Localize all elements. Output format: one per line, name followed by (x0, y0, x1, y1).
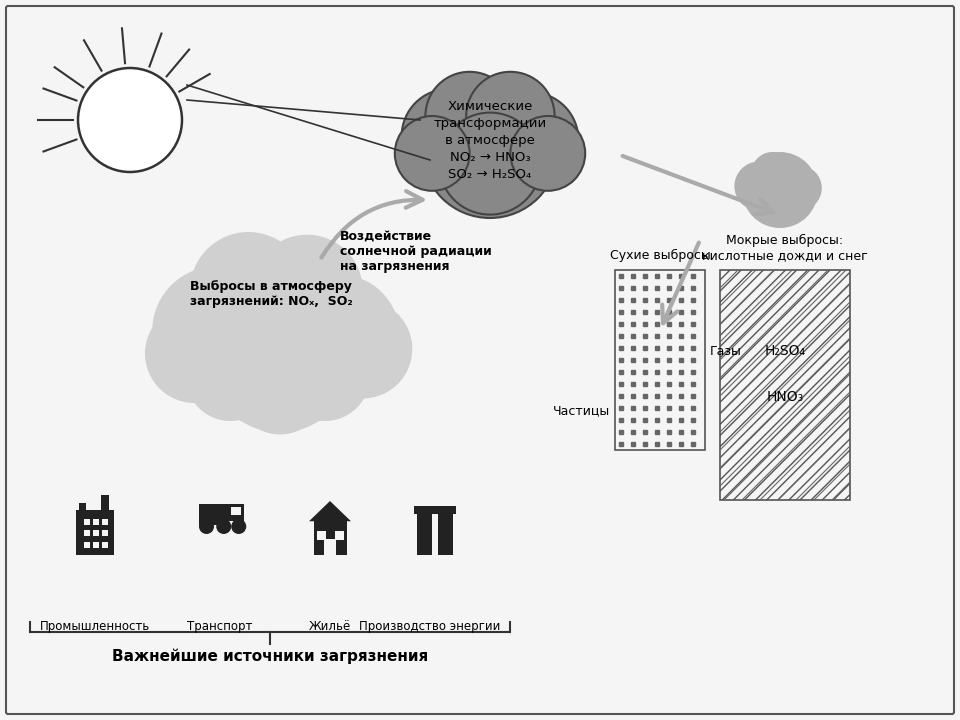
Bar (102, 541, 108, 547)
Bar (101, 495, 108, 518)
Circle shape (422, 82, 558, 218)
Bar (435, 506, 455, 514)
Bar (76, 510, 113, 555)
Circle shape (78, 68, 182, 172)
Polygon shape (309, 501, 351, 521)
Circle shape (216, 519, 231, 534)
Text: Мокрые выбросы:
кислотные дожди и снег: Мокрые выбросы: кислотные дожди и снег (702, 234, 868, 262)
Bar (102, 530, 108, 536)
Circle shape (277, 274, 399, 397)
Circle shape (734, 161, 783, 211)
Bar (84, 530, 89, 536)
Circle shape (185, 331, 276, 421)
Circle shape (439, 112, 541, 215)
Bar (199, 504, 229, 525)
Circle shape (190, 250, 370, 430)
Circle shape (199, 519, 214, 534)
FancyBboxPatch shape (6, 6, 954, 714)
Circle shape (313, 300, 412, 398)
Circle shape (467, 72, 555, 161)
Text: Важнейшие источники загрязнения: Важнейшие источники загрязнения (112, 648, 428, 664)
Circle shape (252, 235, 363, 346)
Bar (334, 531, 344, 540)
Circle shape (777, 166, 822, 211)
Circle shape (231, 519, 247, 534)
Circle shape (401, 89, 497, 184)
Bar (324, 539, 336, 555)
Text: Химические
трансформации
в атмосфере
NO₂ → HNO₃
SO₂ → H₂SO₄: Химические трансформации в атмосфере NO₂… (433, 99, 546, 181)
Bar (417, 506, 431, 555)
Circle shape (210, 292, 350, 433)
Text: Выбросы в атмосферу
загрязнений: NOₓ,  SO₂: Выбросы в атмосферу загрязнений: NOₓ, SO… (190, 280, 352, 308)
Bar (79, 503, 86, 518)
Circle shape (395, 116, 469, 191)
Bar (93, 530, 99, 536)
Bar (93, 519, 99, 525)
Text: Воздействие
солнечной радиации
на загрязнения: Воздействие солнечной радиации на загряз… (340, 230, 492, 273)
Text: Жильё: Жильё (309, 620, 351, 633)
Circle shape (280, 331, 370, 421)
Circle shape (483, 92, 578, 187)
Text: Частицы: Частицы (553, 404, 610, 417)
Circle shape (742, 152, 818, 228)
Circle shape (190, 232, 307, 349)
Bar (93, 541, 99, 547)
Bar (438, 506, 452, 555)
Bar (84, 519, 89, 525)
Bar (615, 270, 705, 450)
Bar (230, 507, 241, 516)
Circle shape (235, 344, 325, 434)
Bar (102, 519, 108, 525)
Text: Производство энергии: Производство энергии (359, 620, 501, 633)
Bar (720, 270, 850, 500)
Text: Сухие выбросы: Сухие выбросы (610, 249, 710, 262)
Bar (414, 506, 435, 514)
Text: Транспорт: Транспорт (187, 620, 252, 633)
Text: H₂SO₄: H₂SO₄ (764, 343, 805, 358)
Text: Газы: Газы (710, 344, 742, 358)
Circle shape (752, 152, 793, 194)
Circle shape (511, 116, 586, 191)
Text: Промышленность: Промышленность (40, 620, 150, 633)
Bar (317, 531, 325, 540)
Bar (314, 521, 347, 555)
Circle shape (153, 266, 282, 396)
Bar (229, 504, 244, 521)
Text: HNO₃: HNO₃ (766, 390, 804, 403)
Circle shape (769, 156, 806, 194)
Circle shape (145, 304, 244, 403)
Circle shape (425, 72, 514, 161)
Bar (84, 541, 89, 547)
